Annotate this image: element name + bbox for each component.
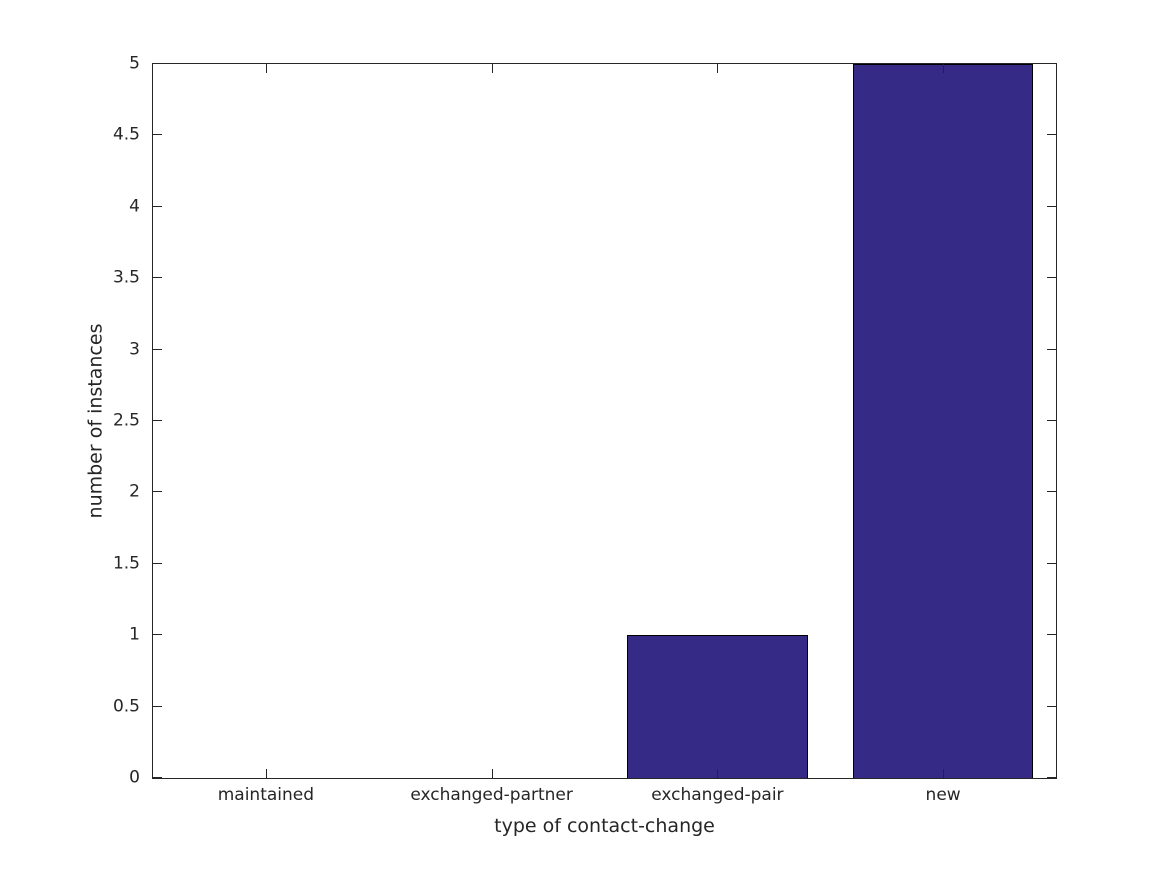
y-tick-label: 0 [129,767,140,788]
y-tick-left [153,63,162,64]
x-tick-label-exchanged-partner: exchanged-partner [410,785,573,805]
y-tick-label: 3 [129,339,140,360]
y-tick-right [1047,277,1056,279]
y-tick-left [153,205,162,207]
y-tick-right [1047,562,1056,564]
bar-exchanged-pair [627,635,808,778]
x-tick-bottom [491,769,493,778]
y-tick-label: 1 [129,624,140,645]
y-tick-label: 2.5 [112,410,140,431]
y-tick-left [153,777,162,778]
y-tick-left [153,634,162,636]
y-tick-label: 0.5 [112,696,140,717]
y-tick-right [1047,420,1056,421]
y-tick-right [1047,491,1056,493]
y-tick-label: 5 [129,53,140,74]
y-tick-left [153,348,162,350]
x-tick-top [943,64,945,73]
y-tick-right [1047,634,1056,636]
x-axis-label: type of contact-change [494,815,715,837]
x-tick-bottom [943,769,945,778]
y-tick-label: 4.5 [112,124,140,145]
y-tick-label: 1.5 [112,553,140,574]
y-tick-left [153,562,162,564]
x-tick-top [491,64,493,73]
x-tick-bottom [717,769,719,778]
y-tick-right [1047,205,1056,207]
y-tick-right [1047,705,1056,707]
y-tick-label: 4 [129,196,140,217]
x-tick-label-maintained: maintained [217,785,315,805]
y-tick-right [1047,777,1056,778]
y-tick-right [1047,63,1056,64]
y-axis-label: number of instances [84,323,107,519]
x-tick-label-new: new [925,785,961,805]
plot-area: 0 0.5 1 1.5 2 2.5 3 3.5 4 4.5 5 maintained exchanged… [113,55,1057,804]
y-tick-left [153,705,162,707]
y-tick-label: 3.5 [112,267,140,288]
y-tick-left [153,277,162,279]
y-tick-left [153,491,162,493]
x-tick-top [717,64,719,73]
x-tick-label-exchanged-pair: exchanged-pair [651,785,784,805]
y-tick-label: 2 [129,481,140,502]
bar-new [852,64,1034,778]
y-tick-right [1047,348,1056,350]
y-tick-left [153,420,162,421]
x-tick-top [265,64,267,73]
y-tick-left [153,134,162,136]
y-tick-right [1047,134,1056,136]
x-tick-bottom [265,769,267,778]
